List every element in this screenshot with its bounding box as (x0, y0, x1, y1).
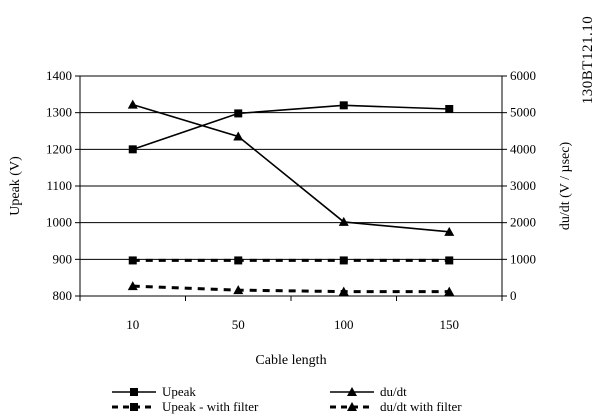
series-group (127, 99, 455, 296)
data-point (347, 402, 357, 411)
data-point (338, 216, 349, 226)
y-tick-label-left: 1200 (46, 141, 72, 156)
y-tick-label-right: 5000 (510, 105, 536, 120)
y-tick-label-right: 2000 (510, 215, 536, 230)
gridlines (80, 112, 502, 260)
data-point (338, 286, 349, 296)
axis-ticks: 800 900 1000 1100 1200 1300 1400 0 1000 2000 3000 4… (46, 68, 536, 332)
y-tick-label-left: 1000 (46, 215, 72, 230)
data-point (130, 388, 138, 396)
y-tick-label-left: 1400 (46, 68, 72, 83)
x-tick-label: 150 (440, 317, 460, 332)
y-tick-label-right: 0 (510, 288, 517, 303)
y-tick-label-right: 1000 (510, 251, 536, 266)
legend-label: Upeak (162, 384, 196, 399)
y-tick-label-left: 800 (53, 288, 73, 303)
y-tick-label-left: 900 (53, 251, 73, 266)
y-axis-label-right: du/dt (V / µsec) (558, 142, 573, 231)
data-point (130, 403, 138, 411)
series-line (132, 103, 450, 233)
legend-label: du/dt (380, 384, 407, 399)
legend-label: du/dt with filter (380, 399, 462, 414)
x-tick-label: 10 (126, 317, 139, 332)
data-point (234, 256, 243, 265)
data-point (444, 286, 455, 296)
data-point (128, 256, 137, 265)
y-tick-label-left: 1300 (46, 105, 72, 120)
y-tick-label-left: 1100 (46, 178, 72, 193)
y-tick-label-right: 3000 (510, 178, 536, 193)
data-point (347, 387, 357, 396)
x-tick-label: 50 (232, 317, 245, 332)
data-point (233, 131, 244, 141)
figure-code: 130BT121.10 (580, 16, 596, 104)
data-point (128, 145, 137, 154)
data-point (445, 105, 454, 113)
data-point (444, 226, 455, 236)
series-line (132, 104, 450, 151)
data-point (445, 256, 454, 265)
legend: Upeak du/dt Upeak - with filter du/dt with … (112, 384, 462, 414)
x-tick-label: 100 (334, 317, 354, 332)
data-point (233, 285, 244, 295)
data-point (127, 99, 138, 109)
x-axis-label: Cable length (255, 353, 326, 368)
data-point (339, 101, 348, 110)
data-point (339, 256, 348, 265)
data-point (234, 109, 243, 118)
y-axis-label-left: Upeak (V) (8, 156, 23, 216)
legend-label: Upeak - with filter (162, 399, 259, 414)
series-line (132, 284, 450, 294)
y-tick-label-right: 6000 (510, 68, 536, 83)
data-point (127, 281, 138, 291)
y-tick-label-right: 4000 (510, 141, 536, 156)
